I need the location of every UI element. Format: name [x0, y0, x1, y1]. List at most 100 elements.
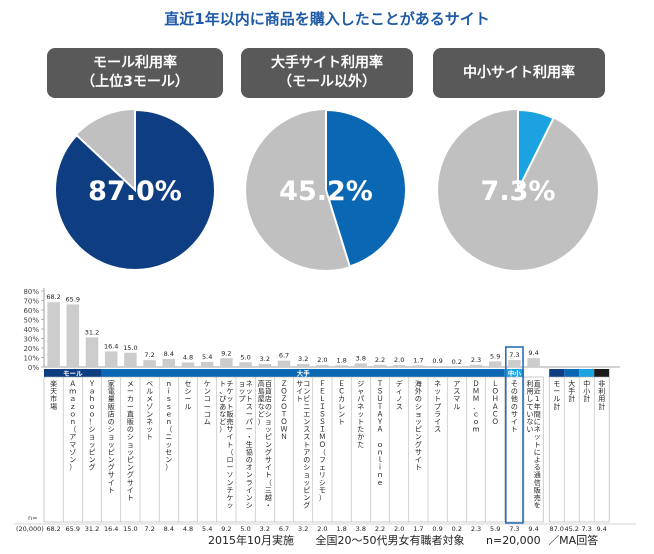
- bar-value-label-9: 9.2: [221, 349, 231, 357]
- group-band-2: [504, 369, 524, 377]
- n-row-value-7: 4.8: [183, 525, 193, 533]
- y-tick-label: 70%: [23, 298, 39, 306]
- bar-value-label-3: 16.4: [104, 342, 118, 350]
- bar-value-label-7: 4.8: [183, 353, 193, 361]
- footer-target: 全国20～50代男女有職者対象: [315, 534, 465, 547]
- category-label-24: その他のサイト: [511, 380, 518, 434]
- summary-label-2: 大手計: [568, 379, 575, 403]
- n-row-value-0: 68.2: [46, 525, 60, 533]
- bar-9: [220, 358, 233, 367]
- n-row-value-2: 31.2: [85, 525, 99, 533]
- pie-0-value-label: 87.0%: [88, 176, 182, 207]
- bar-10: [239, 362, 252, 367]
- bar-3: [104, 351, 118, 367]
- bar-value-label-23: 5.9: [490, 352, 500, 360]
- bar-15: [335, 365, 348, 367]
- bar-value-label-16: 3.8: [356, 354, 366, 362]
- pie-label-large: 大手サイト利用率 （モール以外）: [241, 48, 413, 98]
- category-label-22: ＤＭＭ．ｃｏｍ: [473, 380, 480, 434]
- n-row-value-22: 2.3: [471, 525, 481, 533]
- pie-1-slice: [325, 108, 407, 268]
- y-tick-label: 10%: [23, 355, 39, 363]
- pie-charts: 87.0% 45.2% 7.3%: [54, 108, 598, 271]
- bar-value-label-20: 0.9: [432, 357, 442, 365]
- category-label-19: 海外のショッピングサイト: [415, 379, 422, 472]
- category-label-8: ケンコーコム: [204, 380, 211, 426]
- footer: 2015年10月実施 全国20～50代男女有職者対象 n=20,000 ／MA回…: [208, 532, 616, 548]
- n-row-value-24: 7.3: [509, 525, 519, 533]
- highlight-other-sites: [504, 346, 524, 524]
- n-row-value-6: 8.4: [164, 525, 174, 533]
- n-row-value-15: 1.8: [336, 525, 346, 533]
- bar-14: [316, 365, 329, 367]
- group-band-label-1: 大手: [297, 369, 311, 378]
- pie-label-large-line1: 大手サイト利用率: [271, 55, 383, 71]
- bar-6: [162, 359, 176, 367]
- bar-value-label-22: 2.3: [471, 356, 481, 364]
- bar-value-label-10: 5.0: [240, 353, 250, 361]
- bar-value-label-4: 15.0: [123, 344, 137, 352]
- category-label-7: セシール: [185, 380, 192, 411]
- n-row-value-20: 0.9: [432, 525, 442, 533]
- n-row-value-non-user: 9.4: [528, 525, 538, 533]
- category-label-16: ジャパネットたかた: [357, 380, 364, 449]
- bar-4: [124, 352, 137, 367]
- n-row-value-14: 2.0: [317, 525, 327, 533]
- bar-19: [412, 365, 425, 367]
- n-row-value-1: 65.9: [66, 525, 80, 533]
- category-label-21: アスマル: [453, 380, 460, 411]
- bar-value-label-15: 1.8: [336, 356, 346, 364]
- n-row-summary-1: 87.0: [549, 525, 563, 533]
- group-band-label-2: 中小: [508, 369, 522, 378]
- category-label-5: ベルメゾンネット: [146, 380, 153, 441]
- summary-label-1: モール計: [553, 380, 560, 411]
- footer-ma: ／MA回答: [548, 534, 599, 547]
- pie-2-slice: [517, 108, 555, 191]
- n-row-summary-4: 9.4: [597, 525, 607, 533]
- y-tick-label: 80%: [23, 288, 39, 296]
- bar-20: [431, 366, 444, 367]
- summary-band-2: [579, 369, 595, 377]
- n-row-value-17: 2.2: [375, 525, 385, 533]
- bar-18: [392, 365, 406, 367]
- bar-value-label-17: 2.2: [375, 356, 385, 364]
- bar-23: [488, 361, 502, 367]
- y-tick-label: 40%: [23, 326, 39, 334]
- pie-label-mall: モール利用率 （上位3モール）: [47, 48, 223, 98]
- pie-2-value-label: 7.3%: [481, 176, 556, 207]
- n-value: (20,000): [16, 525, 44, 533]
- bar-value-label-19: 1.7: [413, 356, 423, 364]
- category-label-6: ｎｉｓｓｅｎ（ニッセン）: [165, 380, 172, 472]
- n-row-value-5: 7.2: [144, 525, 154, 533]
- category-label-9: チケット販売サイト（ローソンチケット、ぴあなど）: [219, 380, 233, 510]
- pie-label-mall-line1: モール利用率: [93, 55, 177, 71]
- bar-22: [469, 364, 483, 367]
- y-tick-label: 30%: [23, 336, 39, 344]
- summary-label-4: 非利用計: [598, 379, 605, 411]
- n-row-value-23: 5.9: [490, 525, 500, 533]
- category-label-20: ネットプライス: [434, 380, 441, 434]
- pie-label-small: 中小サイト利用率: [433, 48, 605, 98]
- n-row-value-4: 15.0: [123, 525, 137, 533]
- footer-date: 2015年10月実施: [208, 534, 294, 547]
- pie-label-large-line2: （モール以外）: [278, 74, 376, 90]
- category-label-non-user: 直近 1 年間にネットによる通信販売を利用していない: [527, 379, 541, 510]
- category-label-3: 家電量販店のショッピングサイト: [108, 379, 115, 494]
- page-title: 直近1年以内に商品を購入したことがあるサイト: [164, 10, 490, 28]
- y-tick-label: 0%: [28, 364, 39, 372]
- y-tick-label: 50%: [23, 317, 39, 325]
- n-row-summary-2: 45.2: [564, 525, 578, 533]
- bar-7: [181, 362, 195, 367]
- n-row-value-10: 5.0: [240, 525, 250, 533]
- summary-band-1: [564, 369, 580, 377]
- category-label-10: ネットスーパー・生協のオンラインショップ: [239, 380, 253, 510]
- bar-value-label-13: 3.2: [298, 355, 308, 363]
- pie-label-small-line1: 中小サイト利用率: [463, 64, 575, 81]
- bar-value-label-21: 0.2: [452, 358, 462, 366]
- n-row-value-13: 3.2: [298, 525, 308, 533]
- category-label-12: ＺＯＺＯＴＯＷＮ: [281, 380, 288, 441]
- bar-non-user: [527, 358, 540, 367]
- bar-value-label-5: 7.2: [144, 351, 154, 359]
- category-label-15: ＥＣカレント: [338, 380, 345, 426]
- bar-value-label-non-user: 9.4: [528, 349, 538, 357]
